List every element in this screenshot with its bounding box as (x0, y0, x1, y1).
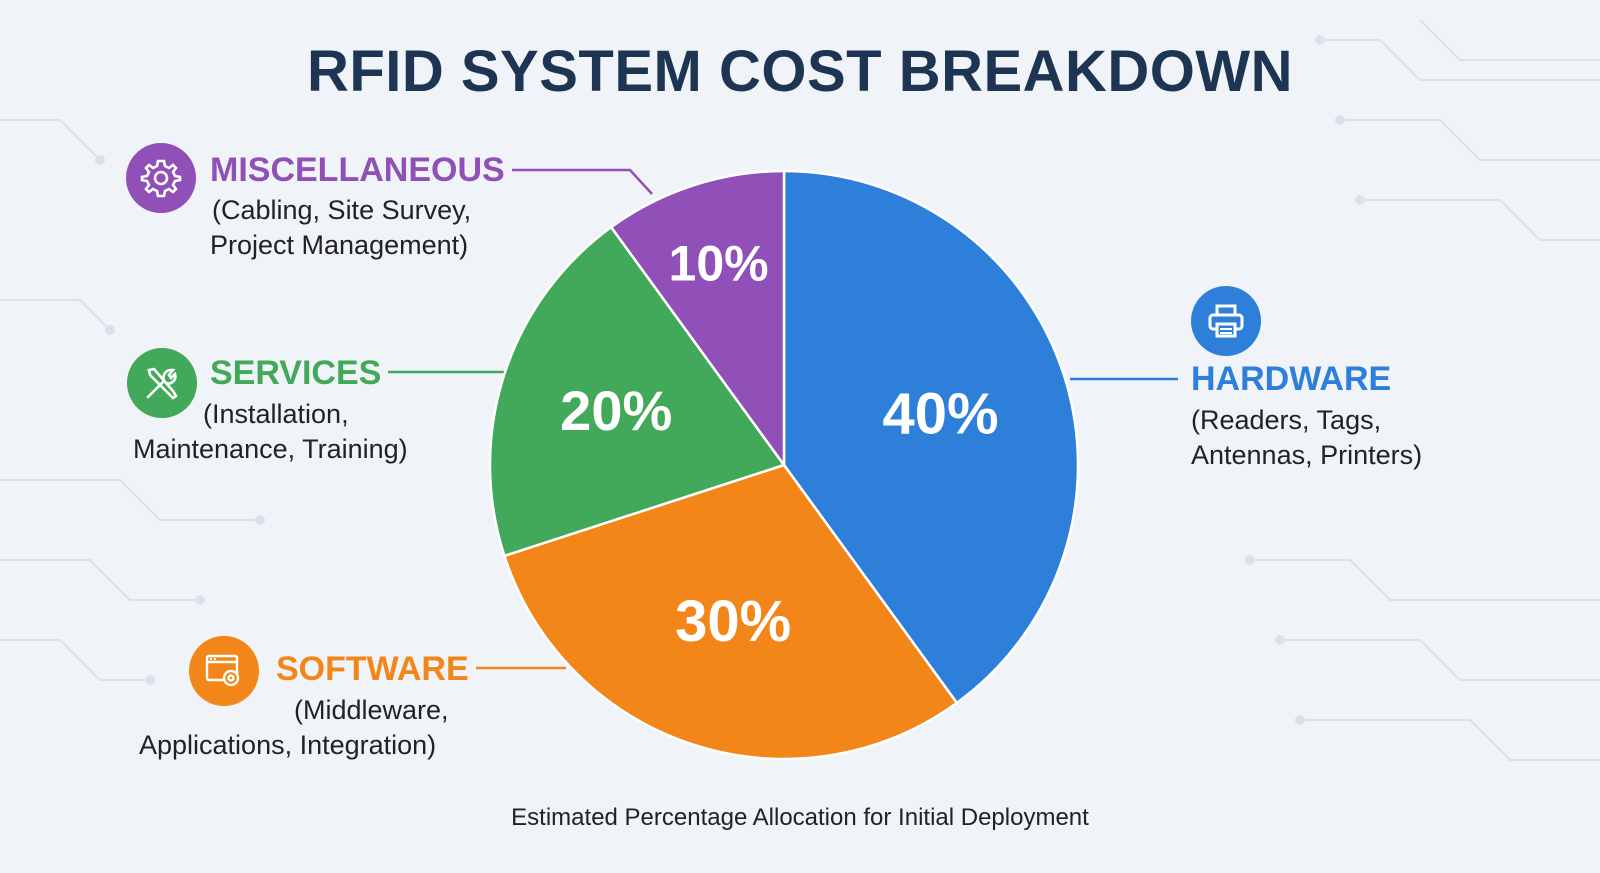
chart-title: RFID SYSTEM COST BREAKDOWN (306, 39, 1294, 104)
gear-icon-badge (126, 143, 196, 213)
desc-miscellaneous-line2: Project Management) (210, 230, 469, 260)
label-hardware: HARDWARE (1191, 360, 1392, 398)
pie-slice-hardware (782, 169, 1080, 705)
pie-slices (488, 169, 1080, 761)
desc-hardware-line1: (Readers, Tags, (1191, 405, 1382, 435)
pie-slice-services (488, 225, 787, 558)
pie-slice-software (502, 463, 959, 761)
label-software: SOFTWARE (276, 650, 469, 688)
pie-slice-miscellaneous (609, 169, 786, 469)
label-miscellaneous: MISCELLANEOUS (210, 151, 505, 189)
label-services: SERVICES (210, 354, 382, 392)
chart-subtitle: Estimated Percentage Allocation for Init… (511, 804, 1089, 831)
software-settings-icon (205, 654, 240, 687)
tools-icon-badge (127, 348, 197, 418)
value-label-miscellaneous: 10% (669, 236, 769, 292)
printer-icon (1208, 304, 1244, 338)
printer-icon-badge (1191, 286, 1261, 356)
value-labels: 40% 30% 20% 10% (560, 236, 998, 654)
leader-lines (388, 168, 1178, 670)
desc-software-line1: (Middleware, (294, 695, 449, 725)
value-label-hardware: 40% (883, 382, 999, 447)
value-label-services: 20% (560, 379, 672, 442)
desc-services-line2: Maintenance, Training) (133, 434, 408, 464)
desc-services-line1: (Installation, (203, 399, 349, 429)
desc-miscellaneous-line1: (Cabling, Site Survey, (212, 195, 472, 225)
leader-line-miscellaneous (512, 168, 653, 195)
value-label-software: 30% (675, 589, 791, 654)
gear-icon (140, 159, 182, 198)
tools-icon (146, 367, 178, 400)
desc-software-line2: Applications, Integration) (139, 730, 437, 760)
software-settings-icon-badge (189, 636, 259, 706)
desc-hardware-line2: Antennas, Printers) (1191, 440, 1423, 470)
